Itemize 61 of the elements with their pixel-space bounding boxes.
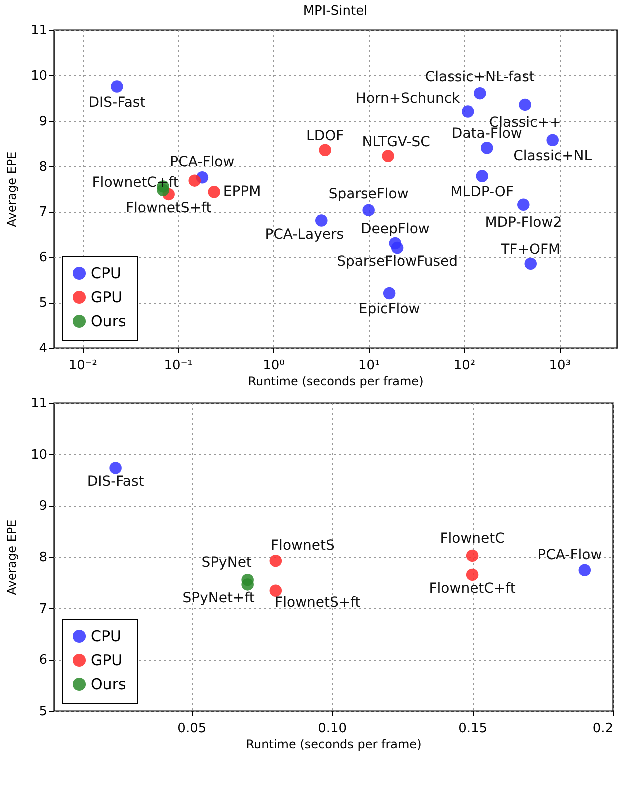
annotation: DeepFlow: [360, 222, 430, 238]
annotation: FlownetS: [271, 538, 335, 554]
x-tick-label: 0.05: [178, 722, 207, 736]
x-tick-label: 0.10: [318, 722, 348, 736]
y-tick-label: 7: [39, 205, 48, 220]
annotation: Classic+NL: [514, 148, 592, 164]
x-tick-label: 10⁻²: [68, 358, 98, 374]
annotation: NLTGV-SC: [362, 134, 431, 150]
x-tick-label: 10²: [454, 358, 476, 374]
legend-label: Ours: [91, 312, 126, 330]
x-axis-title: Runtime (seconds per frame): [248, 374, 424, 388]
annotation: FlownetC: [440, 530, 506, 547]
legend-label: CPU: [91, 628, 122, 646]
y-axis-title: Average EPE: [4, 520, 19, 596]
x-tick-label: 10⁻¹: [164, 358, 193, 374]
annotation: EPPM: [223, 184, 262, 200]
y-tick-label: 7: [39, 602, 48, 617]
annotation: Classic+NL-fast: [425, 70, 536, 86]
annotation: PCA-Flow: [538, 547, 602, 564]
annotation: DIS-Fast: [88, 94, 146, 111]
annotation: SparseFlowFused: [337, 254, 458, 270]
chart-title: MPI-Sintel: [303, 4, 368, 19]
legend-label: CPU: [91, 264, 122, 282]
x-tick-label: 0.15: [458, 722, 488, 736]
y-tick-label: 11: [30, 24, 48, 38]
x-tick-label: 10³: [549, 358, 571, 374]
annotation: FlownetS+ft: [126, 200, 212, 216]
annotation: SparseFlow: [328, 186, 409, 202]
y-tick-label: 9: [39, 499, 48, 514]
annotation: Horn+Schunck: [356, 90, 462, 107]
y-tick-label: 9: [39, 114, 48, 130]
x-tick-label: 0.2: [592, 722, 614, 736]
annotation: FlownetC+ft: [429, 580, 516, 597]
y-tick-label: 4: [39, 342, 48, 356]
y-tick-label: 5: [39, 296, 48, 312]
legend-label: GPU: [91, 652, 123, 670]
annotation: SPyNet+ft: [182, 590, 256, 607]
annotation: EpicFlow: [358, 301, 420, 318]
annotation: DIS-Fast: [87, 474, 145, 490]
legend-label: GPU: [91, 288, 123, 306]
y-tick-label: 8: [39, 550, 48, 566]
y-tick-label: 6: [39, 250, 48, 266]
annotation: MLDP-OF: [450, 184, 514, 200]
y-tick-label: 6: [39, 653, 48, 668]
annotation: PCA-Layers: [265, 226, 344, 243]
x-tick-label: 10¹: [358, 358, 380, 374]
legend-label: Ours: [91, 676, 126, 694]
y-tick-label: 8: [39, 160, 48, 175]
y-tick-label: 10: [30, 448, 48, 463]
annotation: TF+OFM: [500, 242, 561, 258]
y-tick-label: 5: [39, 704, 48, 720]
x-tick-label: 10⁰: [263, 358, 285, 374]
x-axis-title: Runtime (seconds per frame): [246, 738, 422, 752]
y-axis-title: Average EPE: [4, 152, 19, 228]
annotation: MDP-Flow2: [485, 214, 562, 231]
annotation: PCA-Flow: [170, 154, 235, 171]
annotation: FlownetS+ft: [275, 594, 362, 611]
annotation: LDOF: [306, 128, 344, 144]
annotation: SPyNet: [202, 555, 252, 572]
y-tick-label: 10: [30, 68, 48, 84]
y-tick-label: 11: [30, 396, 48, 412]
